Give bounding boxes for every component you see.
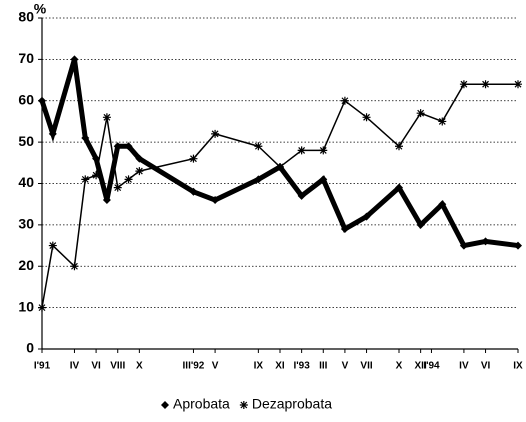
data-point <box>135 154 144 163</box>
data-point <box>319 175 328 184</box>
data-point <box>189 154 198 163</box>
y-tick-label: 50 <box>18 133 34 149</box>
data-point <box>92 171 101 180</box>
series-line <box>41 83 518 308</box>
data-point <box>211 196 220 205</box>
data-point <box>276 162 284 171</box>
x-tick-label: V <box>342 361 349 372</box>
x-tick-label: III <box>319 361 328 372</box>
legend-label: Dezaprobata <box>252 396 332 412</box>
data-point <box>362 212 371 221</box>
data-point <box>124 142 133 151</box>
legend-marker <box>161 401 169 409</box>
data-point <box>254 142 263 151</box>
data-point <box>459 241 468 250</box>
data-point <box>362 113 371 122</box>
x-tick-label: III'92 <box>183 361 205 372</box>
data-point <box>102 113 111 122</box>
data-point <box>254 175 263 184</box>
x-tick-label: V <box>212 361 219 372</box>
data-point <box>48 129 57 138</box>
y-tick-label: 40 <box>18 174 34 190</box>
x-tick-label: XI <box>275 361 285 372</box>
data-point <box>481 80 490 89</box>
x-tick-label: XII <box>415 361 427 372</box>
y-tick-label: 60 <box>18 91 34 107</box>
x-tick-label: IX <box>513 361 523 372</box>
x-tick-label: I'94 <box>423 361 440 372</box>
data-point <box>211 129 220 138</box>
y-tick-label: 10 <box>18 298 34 314</box>
data-point <box>189 187 198 196</box>
legend-label: Aprobata <box>173 396 230 412</box>
x-tick-label: X <box>396 361 403 372</box>
x-tick-label: I'91 <box>34 361 51 372</box>
data-point <box>102 196 111 205</box>
x-tick-label: IV <box>459 361 469 372</box>
legend-marker <box>239 401 248 409</box>
x-tick-label: VI <box>481 361 491 372</box>
data-point <box>135 167 144 176</box>
data-point <box>459 80 468 89</box>
x-tick-label: I'93 <box>293 361 310 372</box>
y-tick-label: 70 <box>18 50 34 66</box>
data-point <box>395 183 403 192</box>
data-point <box>481 237 490 246</box>
data-point <box>340 225 349 234</box>
y-tick-label: 80 <box>18 9 34 25</box>
y-tick-label: 20 <box>18 257 34 273</box>
data-point <box>395 142 403 151</box>
x-tick-label: VII <box>360 361 372 372</box>
y-tick-label: 30 <box>18 216 34 232</box>
data-point <box>38 303 46 312</box>
series-line <box>39 58 519 249</box>
data-point <box>340 96 349 105</box>
y-tick-label: 0 <box>26 340 34 356</box>
data-point <box>438 200 447 209</box>
x-tick-label: X <box>136 361 143 372</box>
data-point <box>124 175 133 184</box>
data-point <box>81 175 90 184</box>
x-tick-label: IV <box>70 361 80 372</box>
data-point <box>81 133 90 142</box>
data-point <box>113 183 122 192</box>
x-tick-label: VIII <box>110 361 125 372</box>
data-point <box>70 55 79 64</box>
data-point <box>297 191 306 200</box>
data-point <box>38 96 46 105</box>
data-point <box>48 241 57 250</box>
data-point <box>319 146 328 155</box>
data-point <box>514 80 522 89</box>
data-point <box>514 241 522 250</box>
data-point <box>438 117 447 126</box>
x-tick-label: IX <box>254 361 264 372</box>
data-point <box>416 220 425 229</box>
data-point <box>416 109 425 118</box>
x-tick-label: VI <box>91 361 101 372</box>
data-point <box>113 142 122 151</box>
y-axis-label: % <box>34 1 47 17</box>
data-point <box>297 146 306 155</box>
data-point <box>70 262 79 271</box>
